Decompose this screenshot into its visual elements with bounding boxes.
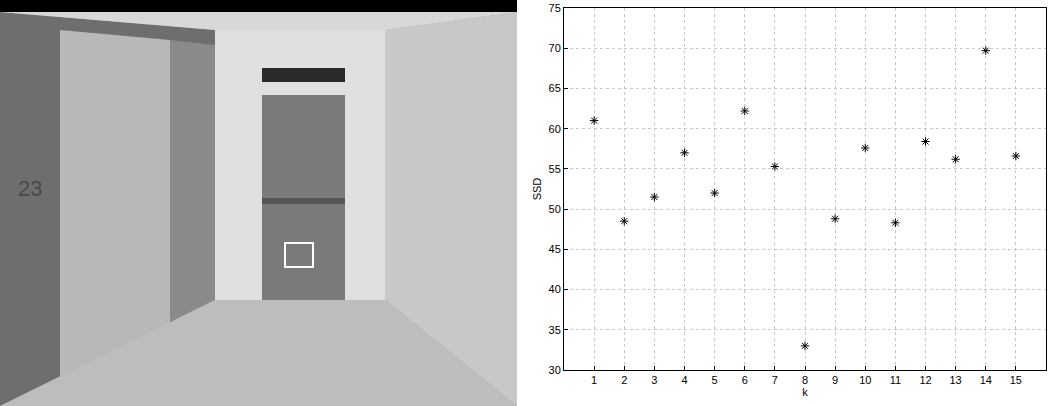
svg-text:13: 13 bbox=[950, 374, 962, 386]
svg-text:15: 15 bbox=[1010, 374, 1022, 386]
svg-text:65: 65 bbox=[549, 82, 561, 94]
svg-text:10: 10 bbox=[859, 374, 871, 386]
svg-text:4: 4 bbox=[681, 374, 687, 386]
svg-text:5: 5 bbox=[712, 374, 718, 386]
svg-text:14: 14 bbox=[980, 374, 992, 386]
svg-text:70: 70 bbox=[549, 42, 561, 54]
svg-text:SSD: SSD bbox=[531, 178, 543, 201]
svg-text:60: 60 bbox=[549, 123, 561, 135]
svg-text:3: 3 bbox=[651, 374, 657, 386]
svg-text:30: 30 bbox=[549, 364, 561, 376]
svg-text:12: 12 bbox=[919, 374, 931, 386]
svg-text:6: 6 bbox=[742, 374, 748, 386]
svg-text:23: 23 bbox=[18, 176, 42, 201]
svg-text:k: k bbox=[802, 386, 808, 398]
svg-text:8: 8 bbox=[802, 374, 808, 386]
svg-text:2: 2 bbox=[621, 374, 627, 386]
svg-text:45: 45 bbox=[549, 243, 561, 255]
svg-text:55: 55 bbox=[549, 163, 561, 175]
svg-text:50: 50 bbox=[549, 203, 561, 215]
svg-text:9: 9 bbox=[832, 374, 838, 386]
svg-text:40: 40 bbox=[549, 283, 561, 295]
svg-text:35: 35 bbox=[549, 324, 561, 336]
svg-text:75: 75 bbox=[549, 2, 561, 14]
svg-text:1: 1 bbox=[591, 374, 597, 386]
svg-text:7: 7 bbox=[772, 374, 778, 386]
svg-text:11: 11 bbox=[890, 374, 901, 386]
